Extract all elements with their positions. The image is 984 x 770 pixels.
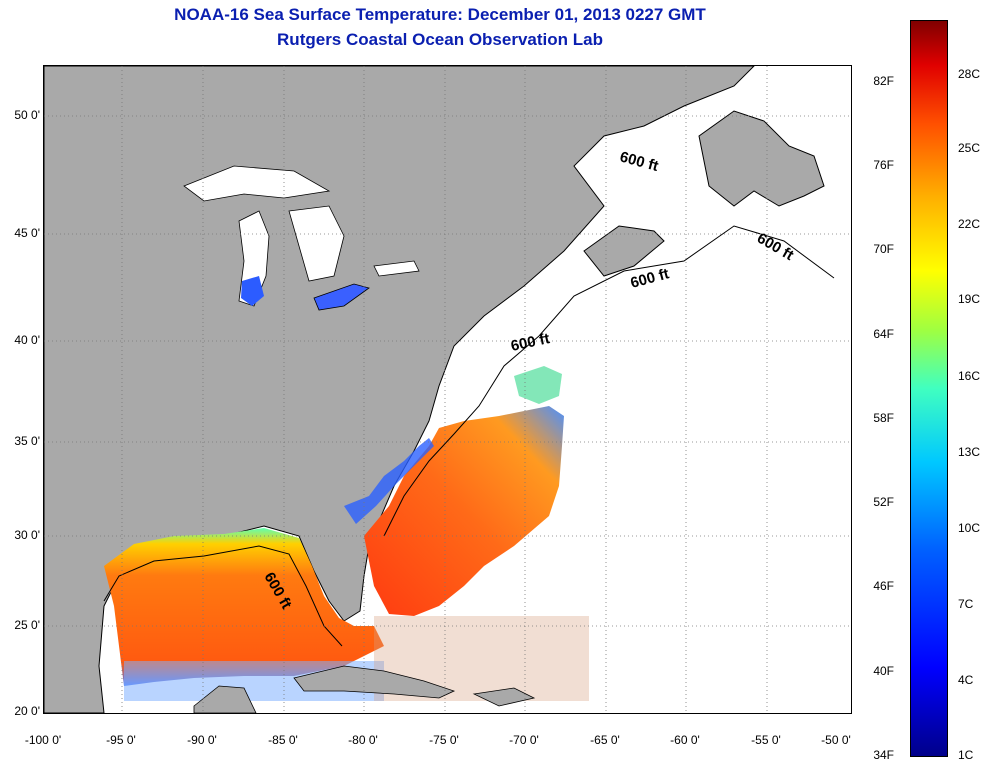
lon-label-65: -65 0' — [590, 733, 620, 747]
lat-label-45: 45 0' — [14, 226, 40, 240]
colorbar-label-f-76: 76F — [873, 158, 894, 172]
land-nova-scotia — [583, 225, 665, 277]
lat-label-40: 40 0' — [14, 333, 40, 347]
contour-label-mid-atlantic: 600 ft — [509, 330, 551, 355]
gulf-sst — [104, 528, 384, 686]
contour-atlantic — [383, 225, 835, 537]
lon-label-50: -50 0' — [821, 733, 851, 747]
colorbar-label-c-13: 13C — [958, 445, 981, 459]
colorbar-label-f-52: 52F — [873, 495, 894, 509]
colorbar-label-c-1: 1C — [958, 748, 974, 762]
colorbar-label-f-64: 64F — [873, 327, 894, 341]
colorbar-label-c-16: 16C — [958, 369, 981, 383]
land-yucatan — [193, 685, 257, 713]
colorbar-label-c-25: 25C — [958, 141, 981, 155]
sst-map[interactable]: 600 ft 600 ft 600 ft 600 ft 600 ft — [43, 65, 852, 714]
colorbar-label-f-40: 40F — [873, 664, 894, 678]
colorbar-label-f-34: 34F — [873, 748, 894, 762]
shelf-cool-water — [344, 438, 434, 524]
lon-label-95: -95 0' — [106, 733, 136, 747]
map-subtitle: Rutgers Coastal Ocean Observation Lab — [277, 30, 603, 49]
colorbar-label-c-22: 22C — [958, 217, 981, 231]
lat-label-30: 30 0' — [14, 528, 40, 542]
lon-label-70: -70 0' — [509, 733, 539, 747]
colorbar-label-f-46: 46F — [873, 579, 894, 593]
colorbar-label-c-7: 7C — [958, 597, 974, 611]
lon-label-75: -75 0' — [429, 733, 459, 747]
lon-label-80: -80 0' — [348, 733, 378, 747]
lat-label-50: 50 0' — [14, 108, 40, 122]
graticule — [44, 66, 851, 713]
lon-label-100: -100 0' — [24, 733, 62, 747]
map-title: NOAA-16 Sea Surface Temperature: Decembe… — [174, 5, 706, 24]
lat-label-25: 25 0' — [14, 618, 40, 632]
lake-huron — [288, 205, 345, 282]
colorbar-label-f-82: 82F — [873, 74, 894, 88]
land-cuba — [293, 665, 456, 699]
colorbar-label-c-10: 10C — [958, 521, 981, 535]
colorbar-label-c-28: 28C — [958, 67, 981, 81]
contour-label-grand-banks: 600 ft — [754, 230, 796, 264]
contour-label-gulf-st-lawrence: 600 ft — [618, 148, 660, 175]
colorbar-label-f-58: 58F — [873, 411, 894, 425]
colorbar-label-f-70: 70F — [873, 242, 894, 256]
lat-label-35: 35 0' — [14, 434, 40, 448]
north-atlantic-patch — [514, 366, 562, 404]
colorbar-label-c-4: 4C — [958, 673, 974, 687]
atlantic-sst — [364, 406, 564, 616]
lon-label-55: -55 0' — [751, 733, 781, 747]
map-canvas: 600 ft 600 ft 600 ft 600 ft 600 ft — [44, 66, 851, 713]
temperature-colorbar — [910, 20, 948, 757]
lon-label-90: -90 0' — [187, 733, 217, 747]
land-hispaniola — [472, 687, 536, 707]
lake-ontario — [373, 260, 420, 277]
lake-erie — [313, 283, 370, 311]
colorbar-label-c-19: 19C — [958, 292, 981, 306]
contour-gulf — [103, 545, 343, 647]
lake-superior — [183, 165, 331, 202]
land-newfoundland — [698, 110, 825, 207]
lat-label-20: 20 0' — [14, 704, 40, 718]
lon-label-85: -85 0' — [268, 733, 298, 747]
lake-michigan-sst — [241, 276, 264, 306]
lon-label-60: -60 0' — [670, 733, 700, 747]
